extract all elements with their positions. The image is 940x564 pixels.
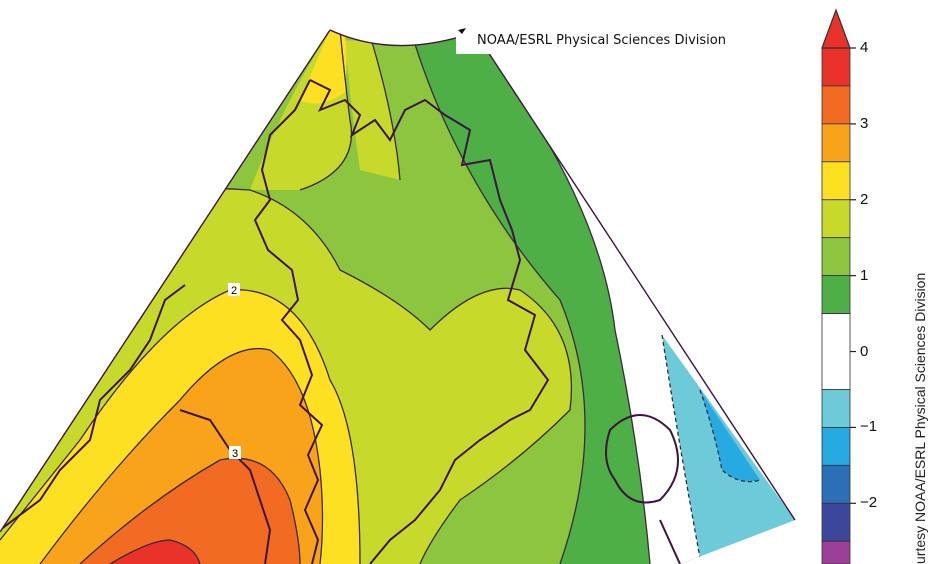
contour-label-2: 2 [231,285,237,297]
colorbar-tick-label: 2 [860,190,869,208]
map-credit: NOAA/ESRL Physical Sciences Division [477,33,726,48]
colorbar-bin [821,123,851,163]
coastline [0,79,681,564]
colorbar-tick-label: −2 [860,494,878,512]
colorbar-tick-label: 4 [860,39,869,56]
colorbar-tick-label: 3 [860,114,869,132]
colorbar-bin [821,389,851,428]
contour-label-3: 3 [232,448,238,460]
colorbar-bin [821,199,851,239]
credit-box [456,26,786,54]
colorbar-bin [821,464,851,504]
colorbar-bin [821,237,851,277]
colorbar-bin [821,427,851,466]
colorbar-bin [821,502,851,542]
colorbar-tick-label: −1 [860,418,878,436]
colorbar-bin [821,313,851,390]
colorbar-tick-label: 1 [860,266,869,284]
contour-label-group: 2 3 [228,283,241,460]
colorbar-bin [821,47,851,87]
colorbar-bin [821,161,851,201]
colorbar-bin [821,85,851,125]
colorbar [821,8,856,564]
colorbar-bin [821,540,851,564]
side-credit: urtesy NOAA/ESRL Physical Sciences Divis… [912,272,928,564]
colorbar-tick-label: 0 [860,342,869,360]
colorbar-bin [821,275,851,314]
colorbar-overflow-arrow [821,8,851,49]
contour-lines [0,30,761,564]
